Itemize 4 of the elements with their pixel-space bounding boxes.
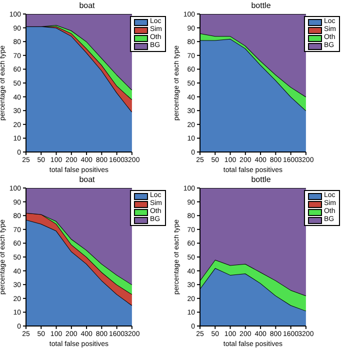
chart-title: bottle [250, 175, 272, 184]
chart-title: boat [78, 1, 96, 10]
chart-title: bottle [250, 1, 272, 10]
chart-title: boat [78, 175, 96, 184]
